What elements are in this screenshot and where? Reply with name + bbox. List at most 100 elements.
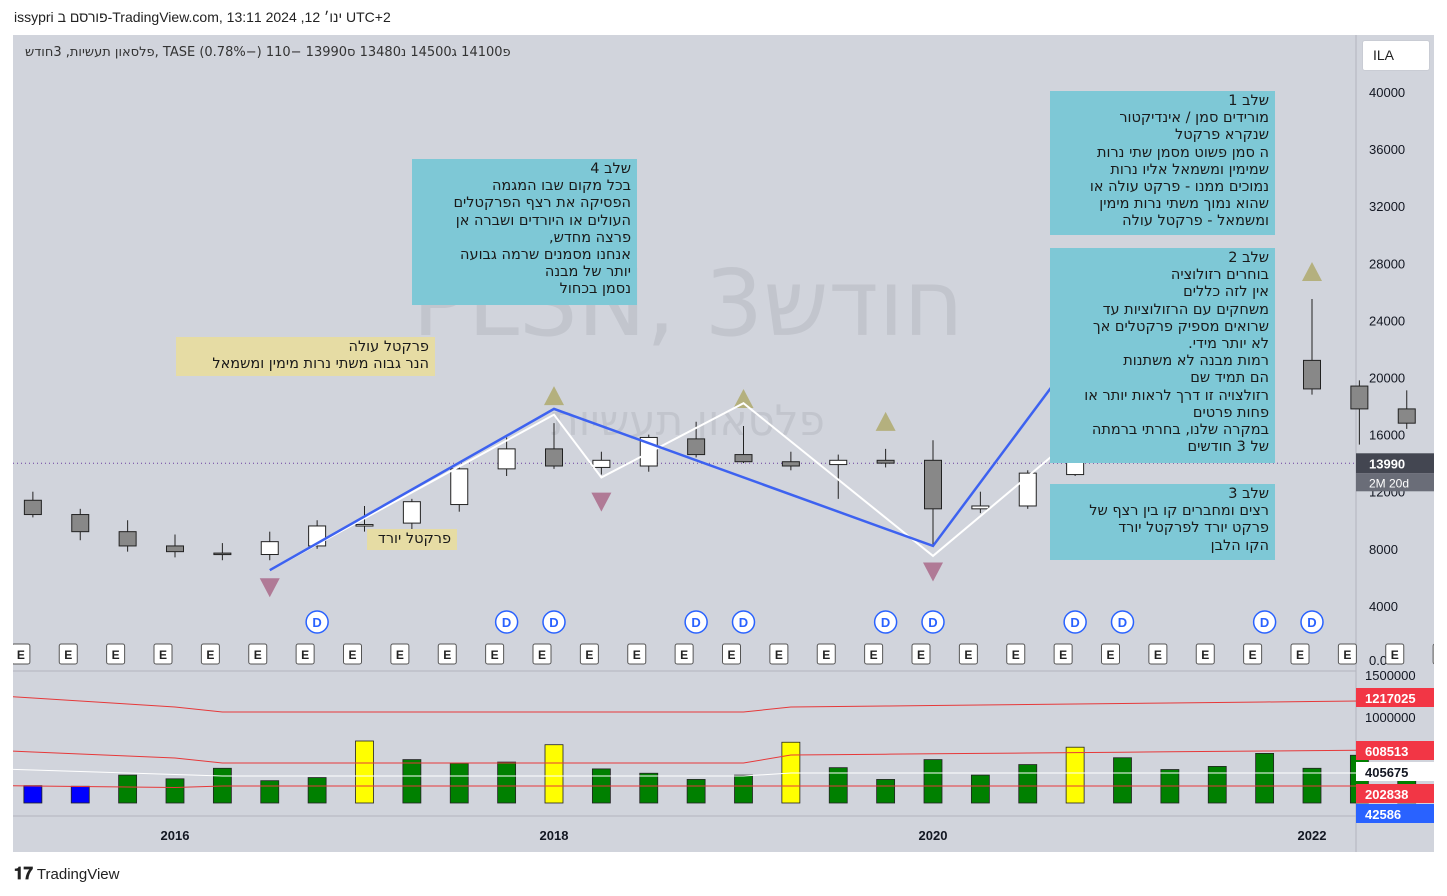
annotation-fractal-down: פרקטל יורד [367,529,457,550]
earnings-marker-label: E [1391,648,1399,662]
earnings-marker [1385,643,1405,665]
dividend-marker [1063,610,1087,634]
earnings-marker-label: E [64,648,72,662]
earnings-marker-label: E [301,648,309,662]
earnings-marker-label: E [443,648,451,662]
candle [450,468,469,506]
y-tick-label: 4000 [1369,599,1398,614]
currency-button[interactable]: ILA [1362,40,1430,71]
volume-bar [639,772,659,804]
candle [734,454,753,463]
candle [876,459,895,464]
volume-bar [923,759,943,804]
dividend-marker-label: D [1070,615,1079,630]
earnings-marker [532,643,552,665]
volume-axis-value: 1217025 [1365,691,1416,706]
symbol-legend: פלסאון תעשיות, 3חודש, TASE פ14100 ג14500… [25,45,511,60]
volume-bar [23,785,43,804]
earnings-marker-label: E [585,648,593,662]
volume-bar [828,767,848,804]
dividend-marker [305,610,329,634]
volume-bar [165,778,185,804]
white-trend-line [269,276,1266,572]
volume-bar [876,779,896,804]
earnings-marker-label: E [1154,648,1162,662]
dividend-marker-label: D [928,615,937,630]
annotation-step1: שלב 1 מורידים סמן / אינדיקטור שנקרא פרקט… [1050,91,1275,235]
earnings-marker-label: E [1059,648,1067,662]
volume-bar [1113,757,1132,804]
fractal-up-marker [1302,261,1322,281]
y-tick-label: 16000 [1369,428,1405,443]
volume-axis-value: 42586 [1365,807,1401,822]
earnings-marker-label: E [822,648,830,662]
dividend-marker [921,610,945,634]
y-tick-label: 36000 [1369,142,1405,157]
earnings-marker-label: E [348,648,356,662]
earnings-marker [958,643,978,665]
chart-header-title: issypri פורסם ב-TradingView.com, ינו׳ 12… [14,9,391,25]
candle [924,459,942,510]
candle [592,459,611,468]
candle [71,514,90,533]
dividend-marker [1300,610,1324,634]
fractal-down-marker [923,562,943,582]
candle [260,541,279,556]
earnings-marker-label: E [491,648,499,662]
footer-brand: 𝟏𝟕 TradingView [14,864,119,884]
dividend-marker [731,610,756,634]
dividend-marker [1110,610,1135,634]
earnings-marker [627,643,647,665]
candle [497,448,516,470]
volume-bar [307,777,327,804]
earnings-marker-label: E [1201,648,1209,662]
earnings-marker [1432,643,1434,665]
earnings-marker [579,643,599,665]
volume-bar [686,779,706,804]
tradingview-logo-icon: 𝟏𝟕 [14,864,33,883]
earnings-marker-label: E [1249,648,1257,662]
fractal-up-marker [875,411,896,431]
earnings-marker [1006,643,1026,665]
volume-axis-value: 202838 [1365,787,1408,802]
earnings-marker-label: E [1012,648,1020,662]
dividend-marker-label: D [691,615,700,630]
blue-trend-line [269,291,1124,572]
volume-bar [1018,764,1038,804]
candle [166,545,184,553]
candle [971,505,990,510]
volume-bar [734,774,753,804]
volume-axis-value: 608513 [1365,744,1408,759]
earnings-marker-label: E [917,648,925,662]
fractal-up-marker [733,389,754,409]
fractal-down-marker [591,492,612,512]
earnings-marker-label: E [254,648,262,662]
candle [355,524,374,527]
volume-bar [118,774,138,804]
earnings-marker [911,643,931,665]
volume-axis-tag [1356,762,1434,781]
earnings-marker-label: E [538,648,546,662]
earnings-marker [295,643,315,665]
fractal-down-marker [259,578,280,598]
earnings-marker-label: E [112,648,120,662]
earnings-marker [1290,643,1310,665]
earnings-marker [13,643,31,665]
earnings-marker-label: E [775,648,783,662]
dividend-marker [684,610,708,634]
volume-bar [402,759,422,804]
earnings-marker [1053,643,1073,665]
earnings-marker-label: E [396,648,404,662]
dividend-marker-label: D [1260,615,1269,630]
dividend-marker-label: D [1307,615,1316,630]
volume-bar [70,785,90,804]
footer-brand-label: TradingView [36,866,120,883]
x-tick-label: 2018 [540,828,569,843]
dividend-marker-label: D [502,615,511,630]
earnings-marker [1148,643,1168,665]
dividend-marker [873,610,898,634]
candle [402,501,421,524]
earnings-marker [864,643,884,665]
earnings-marker [343,643,362,665]
